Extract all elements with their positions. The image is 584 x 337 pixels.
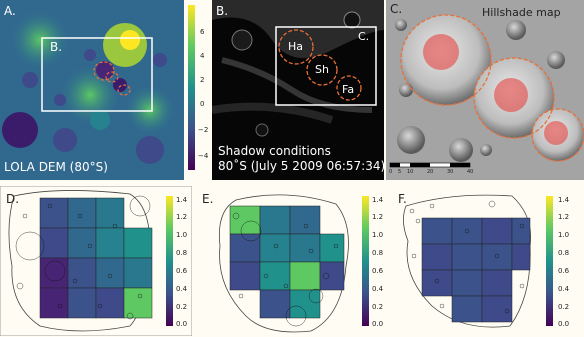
panel-c-title: Hillshade map xyxy=(482,6,561,19)
colorbar-d-tick: 0.6 xyxy=(176,267,188,275)
colorbar-e-tick: 0.2 xyxy=(372,303,384,311)
hillshade-image xyxy=(386,0,584,180)
panel-b-caption-line2: 80˚S (July 5 2009 06:57:34) xyxy=(218,159,384,173)
scale-tick: 0 xyxy=(389,169,393,175)
panel-e-label: E. xyxy=(202,192,214,206)
panel-f-colorbar xyxy=(546,196,553,326)
colorbar-e-tick: 0.0 xyxy=(372,320,384,328)
panel-f-grid-map: F. xyxy=(392,186,540,336)
colorbar-d-tick: 1.4 xyxy=(176,196,188,204)
grid-map-d xyxy=(0,186,192,336)
grid-map-e xyxy=(218,194,349,333)
panel-f-label: F. xyxy=(398,192,407,206)
inset-label-b: B. xyxy=(50,40,63,54)
panel-c-hillshade-map: C. Hillshade map 0 5 10 20 30 40 xyxy=(386,0,584,180)
colorbar-a-tick: 2 xyxy=(200,76,205,84)
panel-e-colorbar xyxy=(362,196,369,326)
dem-terrain-image xyxy=(0,0,184,180)
panel-b-shadow-map: B. C. Ha Sh Fa Shadow conditions 80˚S (J… xyxy=(212,0,384,180)
scale-tick: 20 xyxy=(427,169,434,175)
colorbar-d-tick: 0.2 xyxy=(176,303,188,311)
colorbar-e-tick: 1.0 xyxy=(372,231,384,239)
colorbar-e-tick: 1.4 xyxy=(372,196,384,204)
scale-tick: 5 xyxy=(398,169,402,175)
panel-a-dem-map: A. B. LOLA DEM (80°S) xyxy=(0,0,184,180)
colorbar-d-tick: 1.0 xyxy=(176,231,188,239)
colorbar-f-tick: 1.0 xyxy=(558,231,570,239)
colorbar-f-tick: 1.4 xyxy=(558,196,570,204)
panel-b-caption-line1: Shadow conditions xyxy=(218,144,331,158)
colorbar-a-tick: 6 xyxy=(200,28,205,36)
panel-e-grid-map: E. xyxy=(196,186,388,336)
colorbar-e-tick: 0.8 xyxy=(372,249,384,257)
colorbar-e-tick: 1.2 xyxy=(372,213,384,221)
crater-label-fa: Fa xyxy=(342,83,355,96)
panel-a-colorbar xyxy=(188,5,195,170)
colorbar-f-tick: 0.4 xyxy=(558,285,570,293)
colorbar-d-tick: 0.0 xyxy=(176,320,188,328)
panel-d-grid-map: D. xyxy=(0,186,192,336)
panel-c-label: C. xyxy=(390,2,403,16)
colorbar-e-tick: 0.6 xyxy=(372,267,384,275)
colorbar-f-tick: 0.0 xyxy=(558,320,570,328)
panel-a-caption: LOLA DEM (80°S) xyxy=(4,160,108,174)
colorbar-a-tick: 4 xyxy=(200,52,205,60)
shadow-image xyxy=(212,0,384,180)
grid-map-f xyxy=(403,194,531,328)
inset-label-c: C. xyxy=(358,30,370,43)
colorbar-a-tick: 0 xyxy=(200,100,205,108)
colorbar-f-tick: 0.2 xyxy=(558,303,570,311)
panel-b-label: B. xyxy=(216,4,229,18)
colorbar-d-tick: 1.2 xyxy=(176,213,188,221)
scale-bar xyxy=(389,162,471,168)
crater-label-sh: Sh xyxy=(315,63,329,76)
colorbar-a-tick: −4 xyxy=(198,152,209,160)
scale-tick: 40 xyxy=(467,169,474,175)
colorbar-f-tick: 0.8 xyxy=(558,249,570,257)
colorbar-e-tick: 0.4 xyxy=(372,285,384,293)
inset-box-b xyxy=(41,37,153,112)
colorbar-f-tick: 0.6 xyxy=(558,267,570,275)
colorbar-f-tick: 1.2 xyxy=(558,213,570,221)
inset-box-c xyxy=(275,26,377,106)
crater-label-ha: Ha xyxy=(288,40,304,53)
colorbar-d-tick: 0.4 xyxy=(176,285,188,293)
panel-d-label: D. xyxy=(6,192,20,206)
scale-tick: 30 xyxy=(447,169,454,175)
colorbar-a-tick: −2 xyxy=(198,126,209,134)
panel-a-label: A. xyxy=(4,4,16,18)
panel-d-colorbar xyxy=(166,196,173,326)
scale-tick: 10 xyxy=(407,169,414,175)
colorbar-d-tick: 0.8 xyxy=(176,249,188,257)
